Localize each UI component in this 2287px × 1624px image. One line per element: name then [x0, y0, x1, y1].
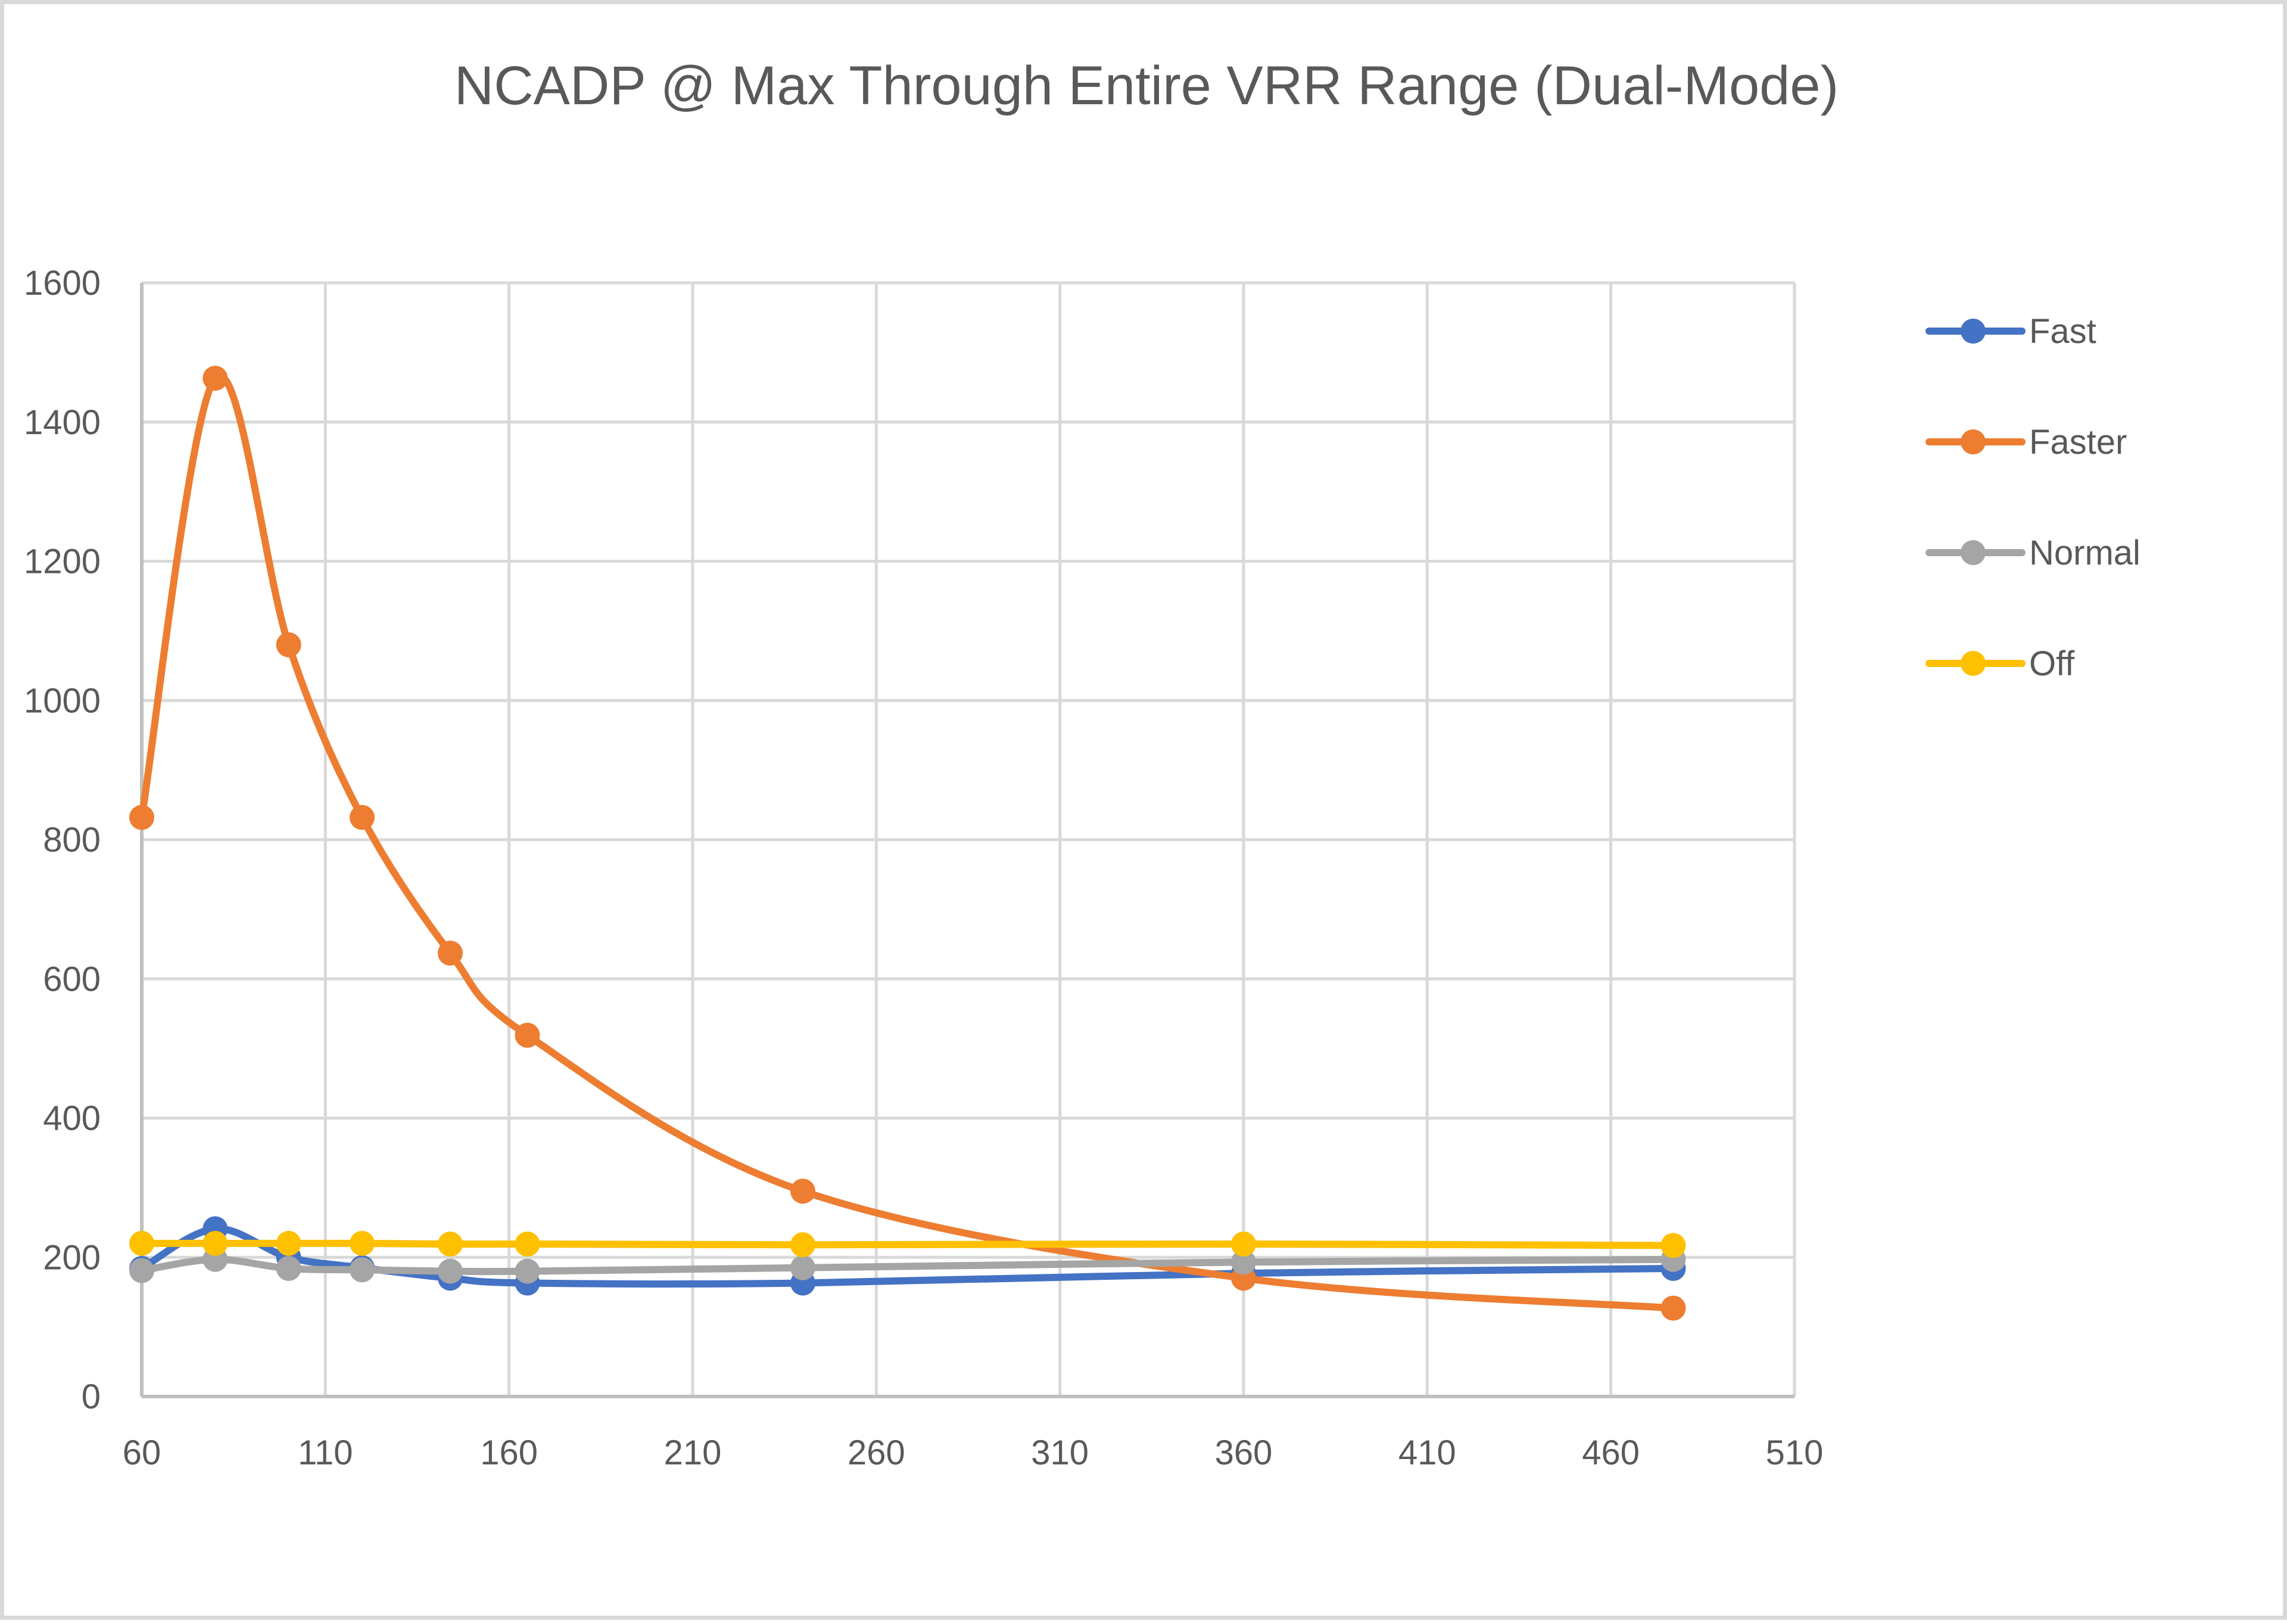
data-point-off-240[interactable] — [790, 1232, 815, 1258]
legend-marker-icon — [1961, 651, 1986, 676]
y-tick-label: 600 — [43, 960, 101, 999]
x-tick-label: 310 — [1031, 1433, 1089, 1472]
y-tick-label: 1600 — [24, 264, 101, 303]
x-tick-label: 410 — [1398, 1433, 1456, 1472]
y-tick-label: 400 — [43, 1099, 101, 1138]
series-off — [129, 1230, 1686, 1258]
data-point-normal-165[interactable] — [515, 1258, 540, 1284]
series-faster — [129, 366, 1686, 1321]
data-point-off-60[interactable] — [129, 1230, 154, 1256]
legend-marker-icon — [1961, 540, 1986, 565]
y-tick-label: 200 — [43, 1238, 101, 1277]
legend-item-off[interactable]: Off — [1925, 644, 2075, 683]
legend-label: Faster — [2029, 423, 2127, 462]
legend-item-fast[interactable]: Fast — [1925, 312, 2096, 351]
data-point-faster-477[interactable] — [1660, 1295, 1686, 1321]
y-tick-label: 1400 — [24, 403, 101, 442]
y-tick-label: 1000 — [24, 681, 101, 720]
data-point-faster-80[interactable] — [202, 366, 228, 391]
tick-labels: 0 200 400 600 800 1000 1200 1400 1600 60 110 160 210… — [24, 264, 1823, 1472]
data-point-faster-100[interactable] — [276, 632, 301, 657]
gridlines — [142, 281, 1796, 1397]
x-tick-label: 510 — [1766, 1433, 1824, 1472]
data-point-normal-100[interactable] — [276, 1255, 301, 1281]
data-point-off-80[interactable] — [202, 1230, 228, 1256]
data-point-faster-165[interactable] — [515, 1023, 540, 1048]
data-point-faster-60[interactable] — [129, 805, 154, 830]
series-normal — [129, 1246, 1686, 1284]
legend-label: Normal — [2029, 534, 2140, 572]
series-line-fast — [138, 1225, 1677, 1288]
data-point-off-120[interactable] — [350, 1230, 375, 1256]
data-point-normal-60[interactable] — [129, 1258, 154, 1283]
series-lines — [129, 366, 1686, 1321]
data-point-off-360[interactable] — [1231, 1232, 1256, 1257]
legend-item-normal[interactable]: Normal — [1925, 534, 2140, 572]
y-tick-label: 0 — [82, 1377, 101, 1416]
chart-title: NCADP @ Max Through Entire VRR Range (Du… — [454, 55, 1839, 116]
data-point-normal-120[interactable] — [350, 1257, 375, 1283]
data-point-normal-144[interactable] — [438, 1258, 463, 1284]
data-point-off-144[interactable] — [438, 1232, 463, 1257]
legend: Fast Faster Normal Off — [1925, 312, 2140, 683]
data-point-normal-360[interactable] — [1231, 1249, 1256, 1275]
legend-marker-icon — [1961, 429, 1986, 454]
x-tick-label: 210 — [664, 1433, 722, 1472]
data-point-normal-240[interactable] — [790, 1255, 815, 1280]
y-tick-label: 1200 — [24, 543, 101, 581]
x-tick-label: 360 — [1215, 1433, 1273, 1472]
legend-label: Off — [2029, 644, 2075, 683]
data-point-off-100[interactable] — [276, 1230, 301, 1256]
x-tick-label: 60 — [123, 1433, 161, 1472]
x-tick-label: 260 — [848, 1433, 905, 1472]
series-line-faster — [138, 372, 1677, 1312]
axes — [140, 283, 1794, 1398]
x-tick-label: 160 — [480, 1433, 538, 1472]
x-tick-label: 110 — [298, 1433, 353, 1472]
data-point-faster-144[interactable] — [438, 940, 463, 966]
data-point-off-165[interactable] — [515, 1232, 540, 1257]
legend-item-faster[interactable]: Faster — [1925, 423, 2127, 462]
legend-label: Fast — [2029, 312, 2096, 351]
line-chart: NCADP @ Max Through Entire VRR Range (Du… — [24, 55, 2140, 1472]
legend-marker-icon — [1961, 319, 1986, 344]
data-point-faster-240[interactable] — [790, 1179, 815, 1204]
y-tick-label: 800 — [43, 821, 101, 859]
x-tick-label: 460 — [1582, 1433, 1640, 1472]
data-point-off-477[interactable] — [1660, 1233, 1686, 1258]
data-point-faster-120[interactable] — [350, 805, 375, 830]
